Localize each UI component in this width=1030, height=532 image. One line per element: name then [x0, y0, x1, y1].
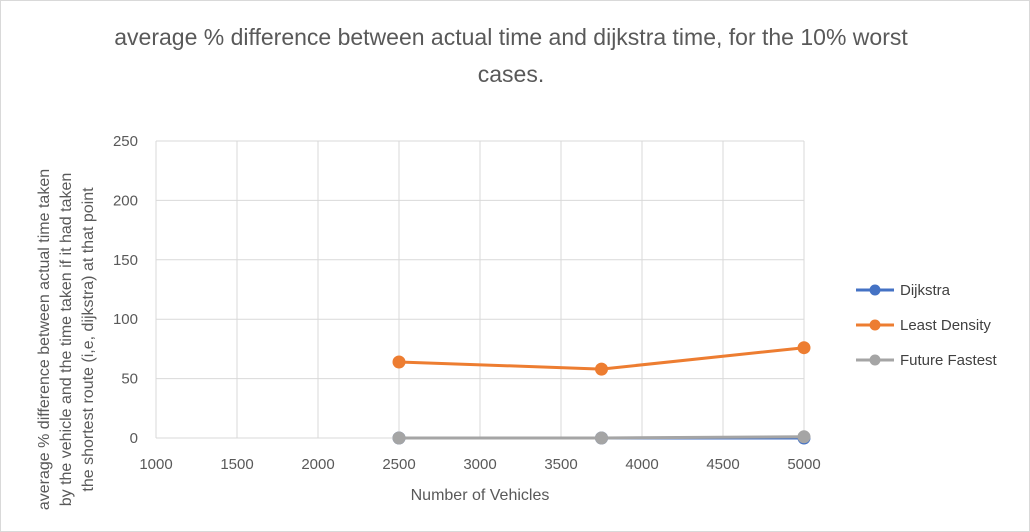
data-point — [797, 341, 811, 355]
y-tick-label: 150 — [113, 252, 138, 269]
x-tick-label: 2000 — [301, 456, 334, 473]
series-future-fastest — [392, 430, 811, 445]
y-tick-label: 50 — [121, 371, 138, 388]
y-axis-label-line: the shortest route (i,e, dijkstra) at th… — [80, 187, 97, 492]
legend: Dijkstra Least Density Future Fastest — [856, 282, 998, 369]
legend-marker — [869, 284, 881, 296]
y-axis-label-line: average % difference between actual time… — [36, 169, 53, 510]
y-axis-label-line: by the vehicle and the time taken if it … — [58, 173, 75, 507]
axes: 1000 1500 2000 2500 3000 3500 4000 4500 5000 0 50 1… — [113, 133, 821, 473]
series-layer — [392, 341, 811, 445]
x-tick-label: 4000 — [625, 456, 658, 473]
legend-label: Dijkstra — [900, 282, 951, 299]
y-axis-label-text: average % difference between actual time… — [36, 169, 97, 510]
y-axis-label: average % difference between actual time… — [36, 169, 97, 510]
x-tick-label: 5000 — [787, 456, 820, 473]
x-tick-label: 1000 — [139, 456, 172, 473]
x-tick-label: 1500 — [220, 456, 253, 473]
series-least-density — [392, 341, 811, 376]
data-point — [595, 362, 608, 376]
y-tick-label: 0 — [130, 430, 138, 447]
x-tick-label: 4500 — [706, 456, 739, 473]
y-tick-label: 200 — [113, 192, 138, 209]
y-tick-label: 250 — [113, 133, 138, 150]
grid-lines — [155, 140, 805, 439]
data-point — [392, 355, 406, 369]
chart-title: average % difference between actual time… — [114, 24, 908, 87]
y-tick-label: 100 — [113, 311, 138, 328]
legend-entry: Future Fastest — [856, 352, 998, 369]
legend-entry: Least Density — [856, 317, 991, 334]
legend-label: Future Fastest — [900, 352, 998, 369]
legend-marker — [869, 319, 881, 331]
data-point — [595, 431, 608, 445]
data-point — [392, 431, 406, 445]
legend-marker — [869, 354, 881, 366]
x-tick-label: 3500 — [544, 456, 577, 473]
x-tick-label: 2500 — [382, 456, 415, 473]
legend-entry: Dijkstra — [856, 282, 951, 299]
x-axis-label: Number of Vehicles — [411, 487, 550, 504]
data-point — [797, 430, 811, 444]
x-tick-label: 3000 — [463, 456, 496, 473]
legend-label: Least Density — [900, 317, 991, 334]
